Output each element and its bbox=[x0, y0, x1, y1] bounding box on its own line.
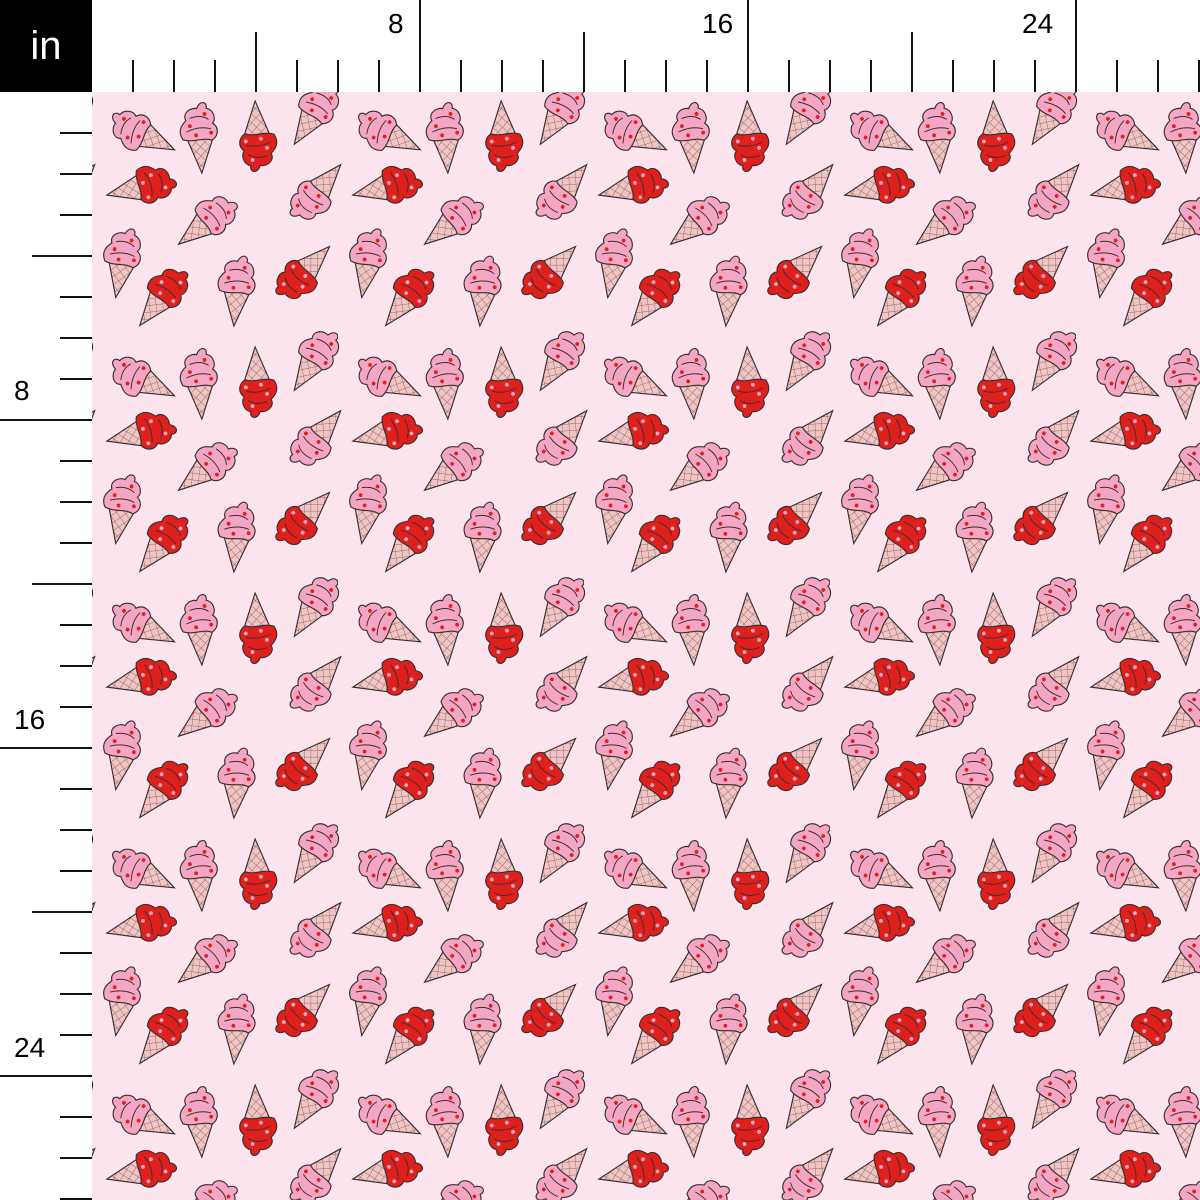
ruler-tick bbox=[60, 1034, 92, 1036]
ice-cream-pattern bbox=[92, 92, 1200, 1200]
ruler-tick bbox=[60, 1198, 92, 1200]
top-ruler-label-16: 16 bbox=[702, 8, 734, 39]
unit-label: in bbox=[0, 0, 92, 92]
ruler-tick bbox=[60, 296, 92, 298]
ruler-tick bbox=[624, 60, 626, 92]
ruler-tick bbox=[60, 665, 92, 667]
ruler-tick bbox=[173, 60, 175, 92]
left-ruler-label-24: 24 bbox=[14, 1032, 46, 1063]
ruler-tick bbox=[993, 60, 995, 92]
ruler-tick bbox=[665, 60, 667, 92]
ruler-tick bbox=[1157, 60, 1159, 92]
left-ruler-label-8: 8 bbox=[14, 375, 30, 406]
ruler-tick bbox=[132, 60, 134, 92]
ruler-tick bbox=[60, 870, 92, 872]
ruler-tick bbox=[419, 0, 421, 92]
fabric-pattern-preview bbox=[92, 92, 1200, 1200]
ruler-tick bbox=[911, 32, 913, 92]
ruler-tick bbox=[60, 829, 92, 831]
ruler-tick bbox=[214, 60, 216, 92]
ruler-tick bbox=[1198, 60, 1200, 92]
ruler-tick bbox=[60, 501, 92, 503]
ruler-tick bbox=[60, 173, 92, 175]
top-ruler-label-8: 8 bbox=[388, 8, 404, 39]
ruler-tick bbox=[60, 706, 92, 708]
ruler-tick bbox=[829, 60, 831, 92]
ruler-tick bbox=[60, 624, 92, 626]
ruler-tick bbox=[60, 132, 92, 134]
ruler-tick bbox=[60, 788, 92, 790]
ruler-tick bbox=[0, 747, 92, 749]
ruler-tick bbox=[1034, 60, 1036, 92]
ruler-tick bbox=[583, 32, 585, 92]
ruler-tick bbox=[460, 60, 462, 92]
ruler-tick bbox=[1116, 60, 1118, 92]
ruler-tick bbox=[60, 378, 92, 380]
ruler-tick bbox=[32, 255, 92, 257]
ruler-tick bbox=[788, 60, 790, 92]
ruler-tick bbox=[0, 1075, 92, 1077]
ruler-tick bbox=[952, 60, 954, 92]
ruler-tick bbox=[542, 60, 544, 92]
ruler-tick bbox=[255, 32, 257, 92]
top-ruler-label-24: 24 bbox=[1022, 8, 1054, 39]
left-ruler: 8 16 24 bbox=[0, 92, 92, 1200]
ruler-tick bbox=[1075, 0, 1077, 92]
ruler-tick bbox=[501, 60, 503, 92]
ruler-tick bbox=[60, 337, 92, 339]
ruler-tick bbox=[60, 952, 92, 954]
top-ruler: 8 16 24 bbox=[92, 0, 1200, 92]
ruler-tick bbox=[60, 460, 92, 462]
ruler-tick bbox=[296, 60, 298, 92]
ruler-tick bbox=[0, 419, 92, 421]
ruler-tick bbox=[706, 60, 708, 92]
ruler-tick bbox=[60, 993, 92, 995]
ruler-tick bbox=[60, 1116, 92, 1118]
left-ruler-label-16: 16 bbox=[14, 704, 46, 735]
ruler-tick bbox=[378, 60, 380, 92]
ruler-tick bbox=[747, 0, 749, 92]
ruler-tick bbox=[32, 583, 92, 585]
ruler-tick bbox=[60, 542, 92, 544]
ruler-tick bbox=[32, 911, 92, 913]
ruler-tick bbox=[337, 60, 339, 92]
ruler-tick bbox=[60, 1157, 92, 1159]
ruler-tick bbox=[60, 214, 92, 216]
ruler-tick bbox=[870, 60, 872, 92]
